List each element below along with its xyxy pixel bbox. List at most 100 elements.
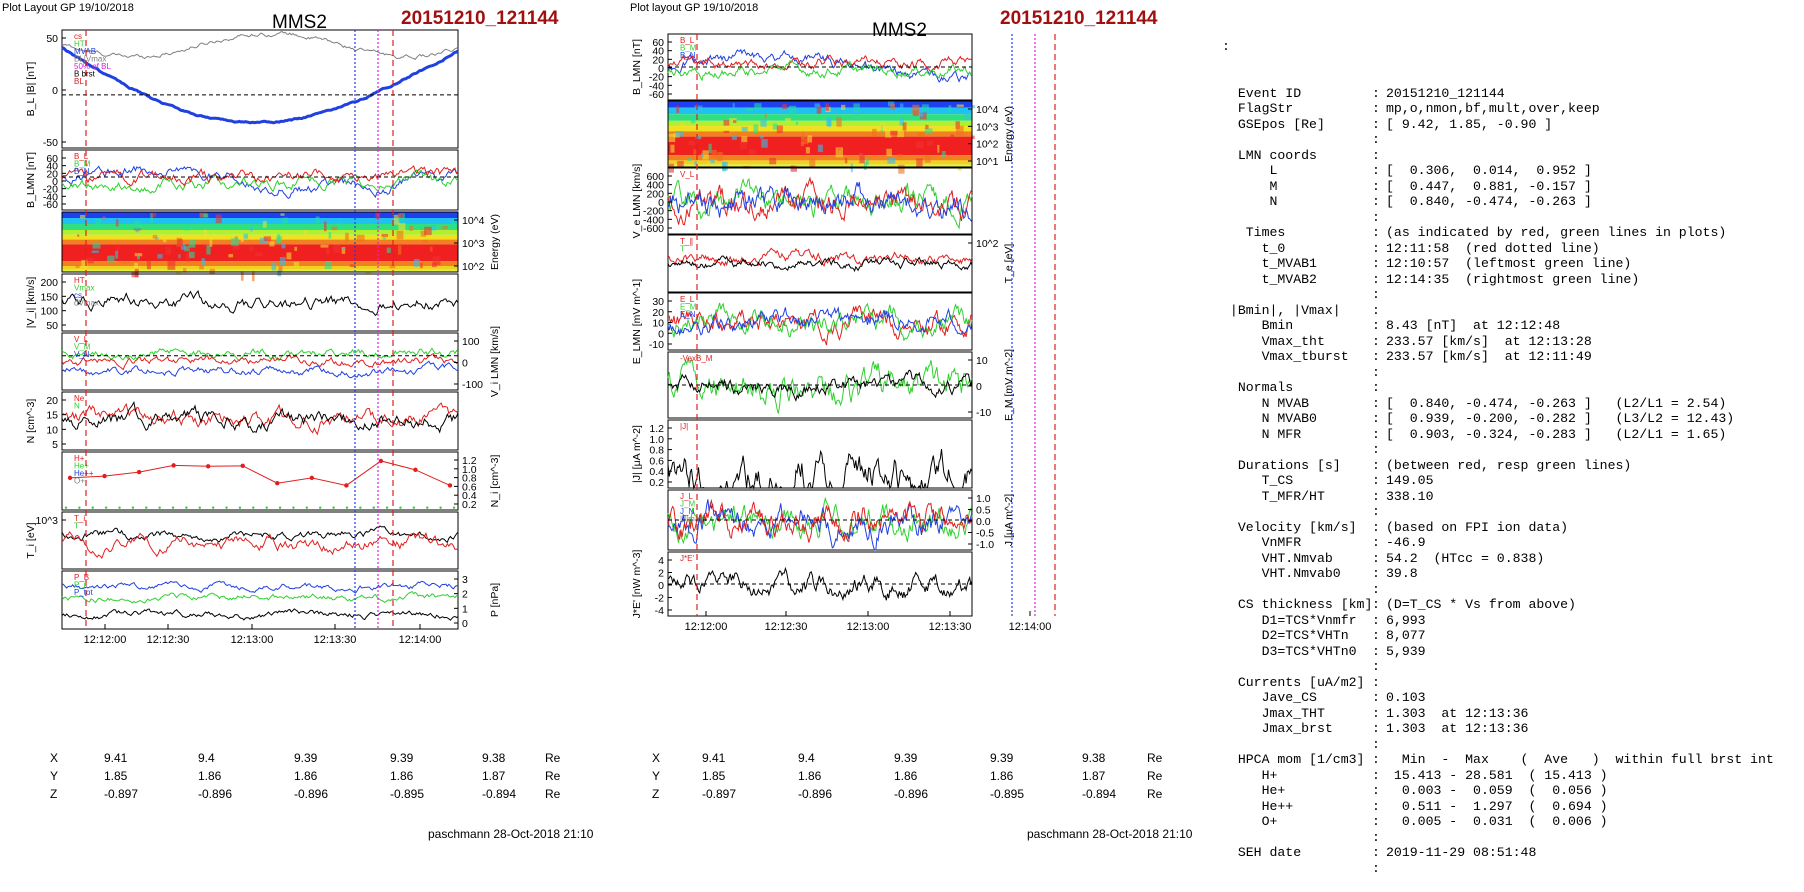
- summary-value: 5,939: [1386, 643, 1426, 659]
- spectrogram-band: [668, 131, 972, 137]
- axis-label: N_i [cm^-3]: [489, 455, 501, 508]
- summary-value: [1386, 737, 1802, 753]
- spectrogram-pixel: [286, 252, 292, 260]
- tick-label: 40: [652, 46, 664, 58]
- spectrogram-pixel: [801, 137, 809, 145]
- mid-footer: paschmann 28-Oct-2018 21:10: [1027, 827, 1193, 841]
- spectrogram-pixel: [956, 104, 964, 108]
- tick-label: -20: [43, 184, 58, 196]
- spectrogram-pixel: [846, 124, 850, 128]
- summary-value: 1.303 at 12:13:36: [1386, 705, 1529, 721]
- summary-value: 54.2 (HTcc = 0.838): [1386, 550, 1545, 566]
- coord-unit: Re: [1147, 769, 1163, 783]
- spectrogram-pixel: [262, 221, 267, 228]
- summary-key: [1222, 737, 1372, 753]
- summary-colon: :: [1372, 519, 1380, 535]
- summary-key: VHT.Nmvab0: [1222, 566, 1341, 581]
- summary-colon: :: [1372, 473, 1380, 488]
- coord-value: 9.39: [294, 751, 318, 765]
- summary-key: t_0: [1222, 240, 1286, 256]
- summary-row: Vmax_tburst:233.57 [km/s] at 12:11:49: [1222, 349, 1802, 365]
- summary-value: [1386, 148, 1802, 164]
- spectrogram-band: [668, 164, 972, 167]
- summary-key: VHT.Nmvab: [1222, 550, 1333, 566]
- spectrogram-pixel: [215, 214, 222, 224]
- summary-key: Times: [1222, 225, 1286, 240]
- coord-value: -0.897: [104, 787, 139, 801]
- summary-row: VHT.Nmvab:54.2 (HTcc = 0.838): [1222, 551, 1802, 567]
- summary-value: Min - Max ( Ave ) within full brst int: [1386, 752, 1774, 767]
- summary-value: [1386, 303, 1802, 319]
- series-line: [667, 499, 973, 551]
- axis-label: P [nPa]: [489, 583, 501, 617]
- tick-label: 0: [658, 197, 664, 209]
- axis-label: Energy (eV): [489, 214, 501, 270]
- spectrogram-pixel: [899, 117, 904, 126]
- spectrogram-pixel: [259, 237, 268, 244]
- spectrogram-band: [62, 230, 458, 235]
- tick-label: 0.5: [976, 505, 991, 517]
- tick-label: 10: [652, 318, 664, 330]
- spectrogram-band: [62, 266, 458, 270]
- data-point: [332, 506, 335, 509]
- series-line: [667, 48, 973, 83]
- spectrogram-pixel: [723, 130, 730, 133]
- axis-label: T_e [eV]: [1003, 244, 1015, 284]
- spectrogram-pixel: [107, 255, 115, 263]
- tick-label: 1.2: [649, 423, 664, 435]
- spectrogram-pixel: [837, 147, 841, 151]
- coord-value: -0.896: [894, 787, 929, 801]
- spectrogram-pixel: [315, 216, 320, 224]
- panel-1: 10^4 10^3 10^2 10^1 Energy (eV): [667, 100, 1015, 174]
- spectrogram-pixel: [701, 152, 704, 158]
- summary-row: N MFR: [ 0.903, -0.324, -0.283 ] (L2/L1 =…: [1222, 427, 1802, 443]
- tick-label: 2: [658, 568, 664, 580]
- panel-8: 3 2 1 0 P [nPa] P_BP_iP_tot: [61, 570, 501, 630]
- summary-key: D2=TCS*VHTn: [1222, 628, 1349, 643]
- spectrogram-pixel: [859, 153, 865, 164]
- summary-key: [1222, 504, 1372, 520]
- summary-key: t_MVAB2: [1222, 271, 1317, 287]
- x-tick-label: 12:13:00: [847, 621, 890, 633]
- summary-row: Bmin:8.43 [nT] at 12:12:48: [1222, 318, 1802, 334]
- summary-row: :: [1222, 442, 1802, 458]
- spectrogram-pixel: [320, 244, 329, 248]
- legend-label: V_L: [74, 335, 89, 344]
- summary-row: M: [ 0.447, 0.881, -0.157 ]: [1222, 179, 1802, 195]
- summary-colon: :: [1372, 674, 1380, 690]
- summary-colon: :: [1372, 860, 1380, 876]
- axis-label: V_e LMN [km/s]: [631, 164, 643, 239]
- panel-frame: [61, 451, 459, 511]
- spectrogram-pixel: [151, 212, 157, 217]
- spectrogram-pixel: [948, 105, 952, 113]
- spectrogram-pixel: [916, 158, 923, 167]
- spectrogram-pixel: [393, 214, 400, 225]
- summary-key: Jmax_brst: [1222, 721, 1333, 736]
- coord-value: 1.86: [390, 769, 414, 783]
- spectrogram-pixel: [853, 103, 860, 112]
- legend-label: J*E': [680, 554, 694, 563]
- spectrogram-pixel: [79, 214, 86, 219]
- spectrogram-pixel: [84, 265, 87, 273]
- summary-row: :: [1222, 504, 1802, 520]
- data-point: [372, 506, 375, 509]
- panel-frame: [667, 234, 973, 293]
- spectrogram-pixel: [86, 257, 94, 264]
- legend-label: BL|Vmax: [74, 55, 106, 64]
- spectrogram-pixel: [209, 268, 215, 275]
- summary-value: 12:14:35 (rightmost green line): [1386, 271, 1640, 287]
- summary-colon: :: [1372, 380, 1380, 395]
- tick-label: 0.2: [462, 499, 477, 511]
- spectrogram-pixel: [230, 238, 239, 246]
- summary-key: [1222, 830, 1372, 846]
- summary-colon: :: [1372, 116, 1380, 132]
- spectrogram-pixel: [902, 122, 907, 131]
- legend-label: cs: [74, 291, 82, 300]
- summary-key: [1222, 659, 1372, 675]
- tick-label: 50: [46, 320, 58, 332]
- summary-key: T_MFR/HT: [1222, 488, 1325, 504]
- coord-label: Y: [652, 769, 661, 783]
- spectrogram-pixel: [450, 220, 456, 228]
- summary-colon: :: [1372, 612, 1380, 628]
